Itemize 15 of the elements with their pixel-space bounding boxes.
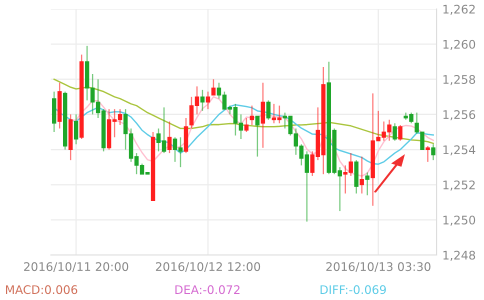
y-tick-label: 1,260 — [443, 40, 476, 50]
y-tick-label: 1,262 — [443, 4, 475, 15]
x-tick-label: 2016/10/12 12:00 — [156, 262, 260, 272]
x-tick-label: 2016/10/13 03:30 — [326, 262, 430, 272]
line-series — [53, 78, 434, 144]
y-tick-label: 1,252 — [443, 180, 475, 191]
text: DEA:-0.072 — [175, 285, 240, 294]
x-tick-label: 2016/10/11 20:00 — [24, 262, 128, 272]
text: MACD:0.006 — [6, 285, 78, 294]
y-tick-label: 1,248 — [443, 250, 476, 261]
y-tick-label: 1,258 — [443, 75, 476, 86]
y-tick-label: 1,254 — [443, 145, 476, 156]
y-tick-label: 1,256 — [443, 110, 476, 120]
y-tick-label: 1,250 — [443, 216, 476, 226]
text: DIFF:-0.069 — [320, 285, 386, 294]
